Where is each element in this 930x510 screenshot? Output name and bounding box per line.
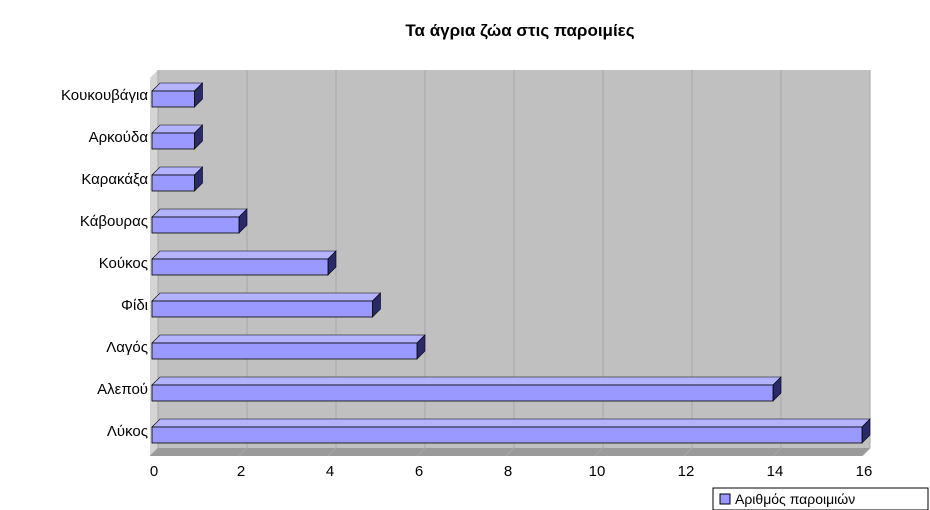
category-label: Κούκος [99, 255, 148, 272]
bar-front-face [151, 342, 418, 360]
grid-line-floor [238, 447, 248, 457]
bar [151, 250, 337, 276]
grid-line-floor [683, 447, 693, 457]
bar [151, 208, 248, 234]
legend-swatch [719, 493, 731, 505]
category-label: Κάβουρας [80, 213, 148, 230]
grid-line-floor [505, 447, 515, 457]
bar-top-face [151, 166, 204, 176]
bar-top-face [151, 208, 248, 218]
bar-front-face [151, 216, 240, 234]
bar-top-face [151, 334, 426, 344]
x-tick-label: 14 [767, 463, 784, 480]
bar-front-face [151, 384, 774, 402]
bar-top-face [151, 418, 871, 428]
legend: Αριθμός παροιμιών [712, 487, 929, 510]
x-tick-label: 6 [415, 463, 423, 480]
bar-front-face [151, 174, 195, 192]
bar-top-face [151, 124, 204, 134]
bar [151, 334, 426, 360]
x-tick-label: 12 [678, 463, 695, 480]
bar-top-face [151, 376, 782, 386]
x-tick-label: 4 [326, 463, 334, 480]
x-tick-label: 2 [237, 463, 245, 480]
category-label: Λύκος [107, 423, 148, 440]
category-label: Λαγός [106, 339, 148, 356]
x-tick-labels: 0 2 4 6 8 10 12 14 16 [150, 463, 873, 480]
bar-front-face [151, 90, 195, 108]
grid-line-floor [772, 447, 782, 457]
bar [151, 376, 782, 402]
grid-line-floor [594, 447, 604, 457]
bar [151, 166, 204, 192]
category-label: Κουκουβάγια [61, 87, 148, 104]
bar [151, 82, 204, 108]
grid-line-floor [861, 447, 871, 457]
chart-title: Τα άγρια ζώα στις παροιμίες [405, 21, 634, 40]
grid-line-floor [327, 447, 337, 457]
x-tick-label: 16 [856, 463, 873, 480]
x-tick-label: 8 [504, 463, 512, 480]
bar [151, 418, 871, 444]
grid-line-floor [149, 447, 159, 457]
legend-label: Αριθμός παροιμιών [735, 491, 855, 507]
category-label: Καρακάξα [81, 171, 148, 188]
bar-top-face [151, 250, 337, 260]
bar [151, 292, 382, 318]
bar-front-face [151, 426, 863, 444]
grid-line-floor [416, 447, 426, 457]
bars [151, 82, 871, 444]
x-tick-label: 0 [150, 463, 158, 480]
category-label: Φίδι [121, 297, 148, 314]
bar-front-face [151, 258, 329, 276]
legend-box [712, 487, 929, 510]
category-labels: Κουκουβάγια Αρκούδα Καρακάξα Κάβουρας Κούκος… [61, 87, 148, 440]
category-label: Αρκούδα [89, 129, 149, 146]
bar-front-face [151, 132, 195, 150]
bar [151, 124, 204, 150]
bar-top-face [151, 82, 204, 92]
x-tick-label: 10 [589, 463, 606, 480]
bar-front-face [151, 300, 373, 318]
bar-top-face [151, 292, 382, 302]
category-label: Αλεπού [97, 381, 148, 398]
